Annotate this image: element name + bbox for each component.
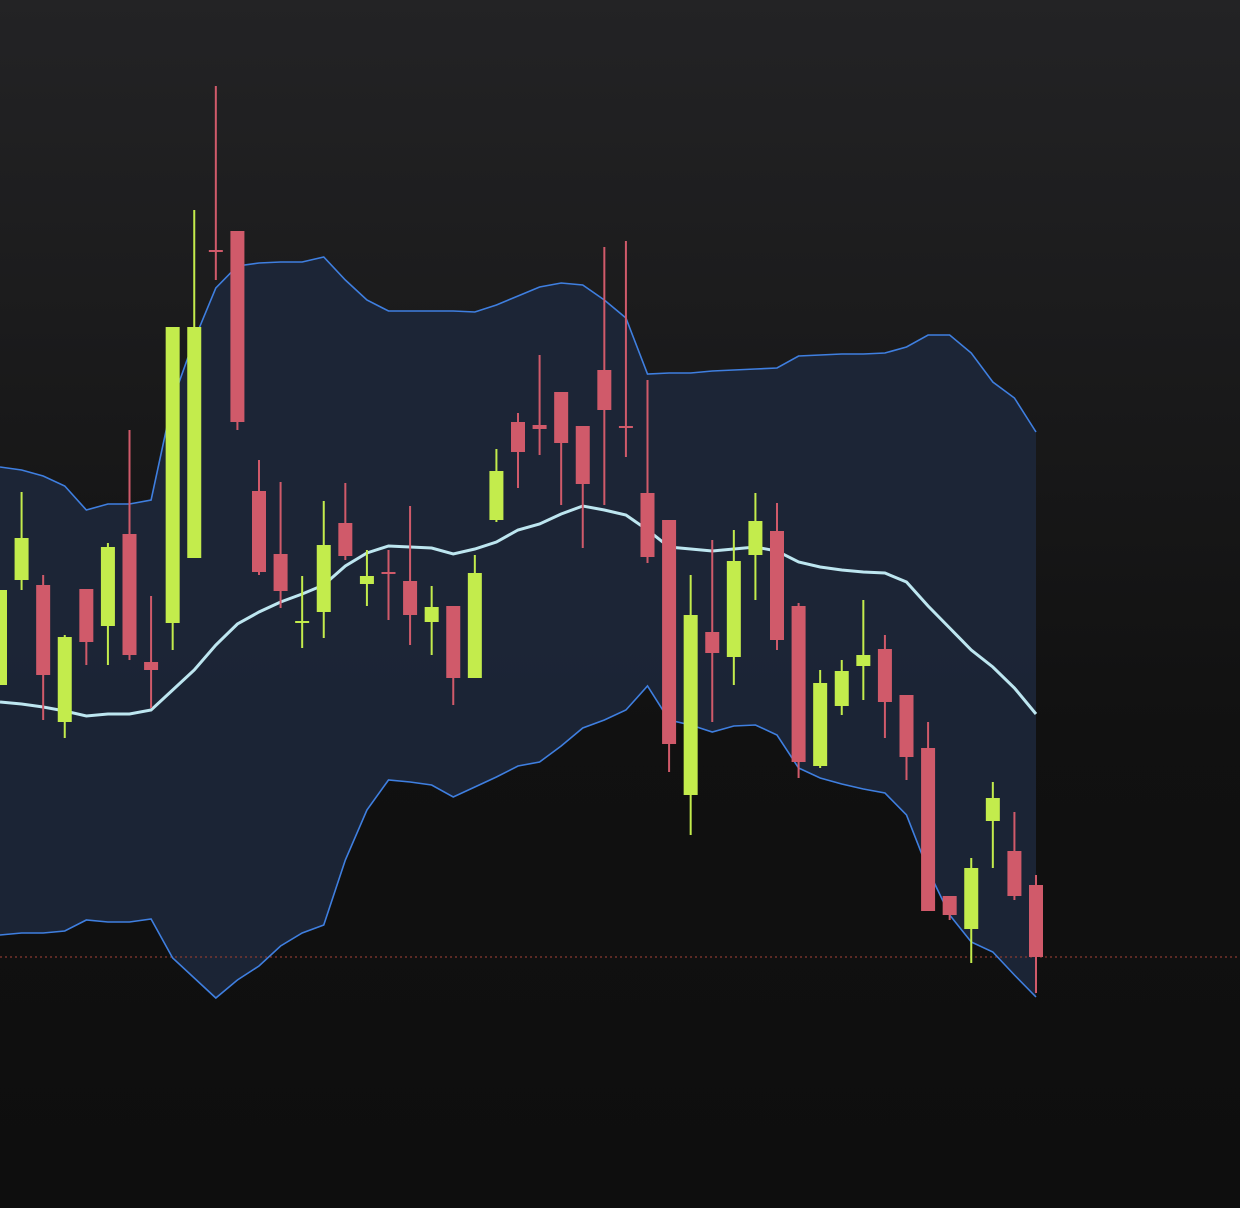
candle-body (877, 649, 892, 702)
candle-body (446, 606, 461, 678)
candle-body (36, 585, 51, 675)
candle-body (359, 576, 374, 584)
candle-body (403, 581, 418, 615)
middle-band (0, 504, 1038, 718)
candle-body (295, 621, 310, 623)
candle-body (0, 590, 7, 685)
candle-body (985, 798, 1000, 821)
candle-body (532, 425, 547, 429)
candle-body (273, 554, 288, 591)
candle-body (964, 868, 979, 929)
candle-body (252, 491, 266, 572)
candle-body (683, 615, 698, 795)
candle-body (554, 392, 569, 443)
candle-body (316, 545, 331, 612)
candle-body (57, 637, 72, 722)
candle-body (705, 632, 720, 653)
candle-body (511, 422, 525, 452)
candle-body (381, 572, 396, 574)
candle-body (144, 662, 159, 670)
candle-body (748, 521, 763, 555)
candle-body (575, 426, 590, 484)
candle-body (230, 231, 245, 422)
candle-body (662, 520, 677, 744)
candle-body (165, 327, 180, 623)
candle-body (100, 547, 115, 626)
candle-body (489, 471, 504, 520)
candle-body (899, 695, 914, 757)
candle-body (618, 426, 633, 428)
band-area (0, 257, 1036, 998)
candle-body (921, 748, 936, 911)
candle-body (338, 523, 353, 556)
candle-body (813, 683, 828, 766)
candle-body (1007, 851, 1022, 896)
candle-body (834, 671, 849, 706)
candle-body (122, 534, 137, 655)
candle-body (424, 607, 439, 622)
candle-body (79, 589, 94, 642)
candle-body (770, 531, 784, 640)
candle-body (208, 250, 223, 252)
candle-body (791, 606, 806, 762)
candle-body (467, 573, 482, 678)
candle-body (14, 538, 29, 580)
candle-body (942, 896, 957, 915)
candle-body (640, 493, 655, 557)
candle-body (187, 327, 202, 558)
candle-body (1029, 885, 1043, 957)
candle-body (597, 370, 612, 410)
candle-body (726, 561, 741, 657)
lower-band (0, 684, 1037, 1000)
candle-body (856, 655, 871, 666)
